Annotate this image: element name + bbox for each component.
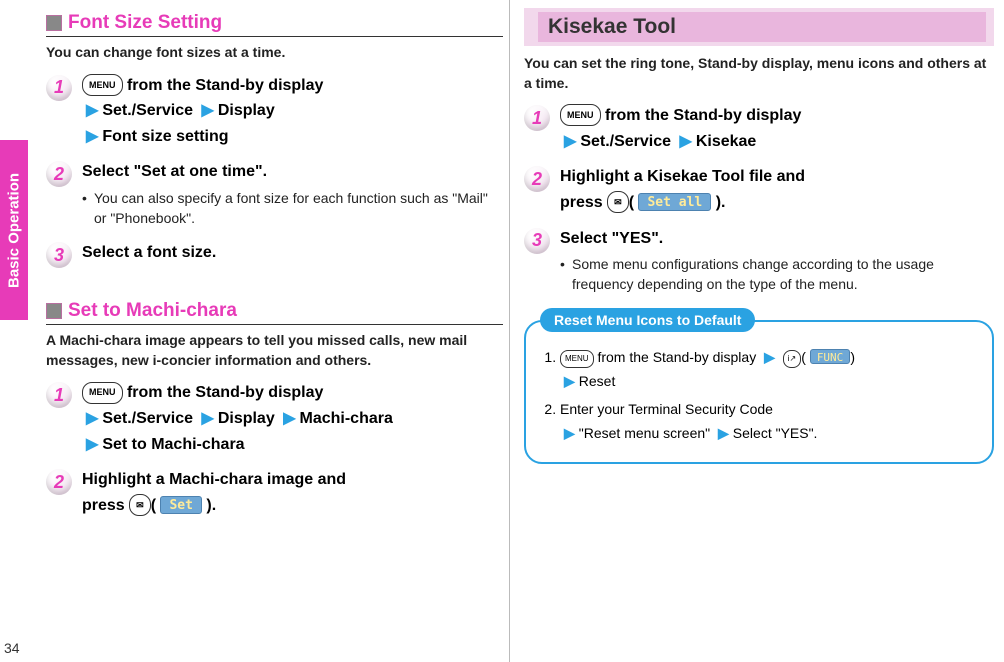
intro-text: A Machi-chara image appears to tell you …	[46, 331, 503, 370]
title-bar-text: Kisekae Tool	[538, 12, 986, 42]
square-bullet-icon	[46, 303, 62, 319]
step-text: .	[212, 497, 216, 514]
callout-text: Select "YES".	[733, 425, 818, 441]
arrow-icon: ▶	[279, 410, 299, 427]
callout-item: Enter your Terminal Security Code ▶"Rese…	[560, 398, 978, 446]
step-text: press	[560, 194, 607, 211]
step-2: 2 Highlight a Kisekae Tool file and pres…	[524, 164, 994, 215]
note-text: You can also specify a font size for eac…	[82, 189, 503, 228]
step-2: 2 Select "Set at one time". You can also…	[46, 159, 503, 230]
arrow-icon: ▶	[714, 425, 733, 441]
envelope-button-icon: ✉	[607, 191, 629, 213]
nav-text: Set to Machi-chara	[102, 436, 244, 453]
step-number-icon: 1	[524, 105, 550, 131]
section-title: Set to Machi-chara	[68, 300, 237, 322]
step-number-icon: 3	[524, 228, 550, 254]
callout-text: "Reset menu screen"	[579, 425, 710, 441]
context-button-icon: i↗	[783, 350, 801, 368]
step-body: Highlight a Machi-chara image and press …	[82, 467, 503, 518]
menu-button-icon: MENU	[82, 74, 123, 96]
step-number-icon: 2	[46, 469, 72, 495]
softkey-label: Set	[160, 496, 201, 514]
step-1: 1 MENU from the Stand-by display ▶Set./S…	[46, 380, 503, 457]
step-text: from the Stand-by display	[605, 107, 801, 124]
menu-button-icon: MENU	[560, 350, 594, 368]
step-2: 2 Highlight a Machi-chara image and pres…	[46, 467, 503, 518]
page-number: 34	[4, 640, 20, 656]
step-text: Highlight a Machi-chara image and	[82, 471, 346, 488]
step-3: 3 Select "YES". Some menu configurations…	[524, 226, 994, 297]
callout-text: from the Stand-by display	[597, 349, 756, 365]
arrow-icon: ▶	[560, 425, 579, 441]
softkey-label: Set all	[638, 193, 711, 211]
arrow-icon: ▶	[82, 102, 102, 119]
arrow-icon: ▶	[82, 128, 102, 145]
arrow-icon: ▶	[676, 133, 696, 150]
arrow-icon: ▶	[560, 373, 579, 389]
step-title: Select "YES".	[560, 230, 663, 247]
callout-item: MENU from the Stand-by display ▶ i↗( FUN…	[560, 346, 978, 394]
step-text: from the Stand-by display	[127, 77, 323, 94]
section-heading-font-size: Font Size Setting	[46, 12, 503, 37]
step-number-icon: 2	[524, 166, 550, 192]
callout-list: MENU from the Stand-by display ▶ i↗( FUN…	[540, 346, 978, 445]
step-body: Select a font size.	[82, 240, 503, 266]
callout-text: Reset	[579, 373, 616, 389]
square-bullet-icon	[46, 15, 62, 31]
nav-text: Set./Service	[102, 410, 193, 427]
step-title: Select a font size.	[82, 244, 216, 261]
left-column: Font Size Setting You can change font si…	[40, 0, 510, 662]
menu-button-icon: MENU	[560, 104, 601, 126]
step-body: MENU from the Stand-by display ▶Set./Ser…	[82, 380, 503, 457]
section-title: Font Size Setting	[68, 12, 222, 34]
step-1: 1 MENU from the Stand-by display ▶Set./S…	[46, 73, 503, 150]
arrow-icon: ▶	[82, 436, 102, 453]
step-title: Select "Set at one time".	[82, 163, 267, 180]
step-3: 3 Select a font size.	[46, 240, 503, 268]
arrow-icon: ▶	[560, 133, 580, 150]
step-text: .	[721, 194, 725, 211]
title-bar: Kisekae Tool	[524, 8, 994, 46]
note-text: Some menu configurations change accordin…	[560, 255, 994, 294]
nav-text: Display	[218, 410, 275, 427]
callout-title: Reset Menu Icons to Default	[540, 308, 755, 332]
step-body: Select "YES". Some menu configurations c…	[560, 226, 994, 297]
arrow-icon: ▶	[82, 410, 102, 427]
nav-text: Set./Service	[580, 133, 671, 150]
intro-text: You can change font sizes at a time.	[46, 43, 503, 63]
nav-text: Font size setting	[102, 128, 228, 145]
step-number-icon: 1	[46, 75, 72, 101]
side-tab: Basic Operation	[0, 140, 28, 320]
softkey-label: FUNC	[810, 349, 851, 364]
step-body: Select "Set at one time". You can also s…	[82, 159, 503, 230]
section-heading-machi-chara: Set to Machi-chara	[46, 300, 503, 325]
step-text: from the Stand-by display	[127, 384, 323, 401]
menu-button-icon: MENU	[82, 382, 123, 404]
callout-text: Enter your Terminal Security Code	[560, 401, 773, 417]
arrow-icon: ▶	[198, 102, 218, 119]
step-body: MENU from the Stand-by display ▶Set./Ser…	[560, 103, 994, 154]
nav-text: Machi-chara	[300, 410, 393, 427]
step-number-icon: 3	[46, 242, 72, 268]
nav-text: Set./Service	[102, 102, 193, 119]
step-text: Highlight a Kisekae Tool file and	[560, 168, 805, 185]
arrow-icon: ▶	[198, 410, 218, 427]
arrow-icon: ▶	[760, 349, 779, 365]
step-text: press	[82, 497, 129, 514]
step-1: 1 MENU from the Stand-by display ▶Set./S…	[524, 103, 994, 154]
intro-text: You can set the ring tone, Stand-by disp…	[524, 54, 994, 93]
right-column: Kisekae Tool You can set the ring tone, …	[510, 0, 1000, 662]
step-body: MENU from the Stand-by display ▶Set./Ser…	[82, 73, 503, 150]
envelope-button-icon: ✉	[129, 494, 151, 516]
step-body: Highlight a Kisekae Tool file and press …	[560, 164, 994, 215]
callout-box: Reset Menu Icons to Default MENU from th…	[524, 320, 994, 463]
step-number-icon: 2	[46, 161, 72, 187]
nav-text: Display	[218, 102, 275, 119]
content-columns: Font Size Setting You can change font si…	[40, 0, 1004, 662]
nav-text: Kisekae	[696, 133, 757, 150]
step-number-icon: 1	[46, 382, 72, 408]
